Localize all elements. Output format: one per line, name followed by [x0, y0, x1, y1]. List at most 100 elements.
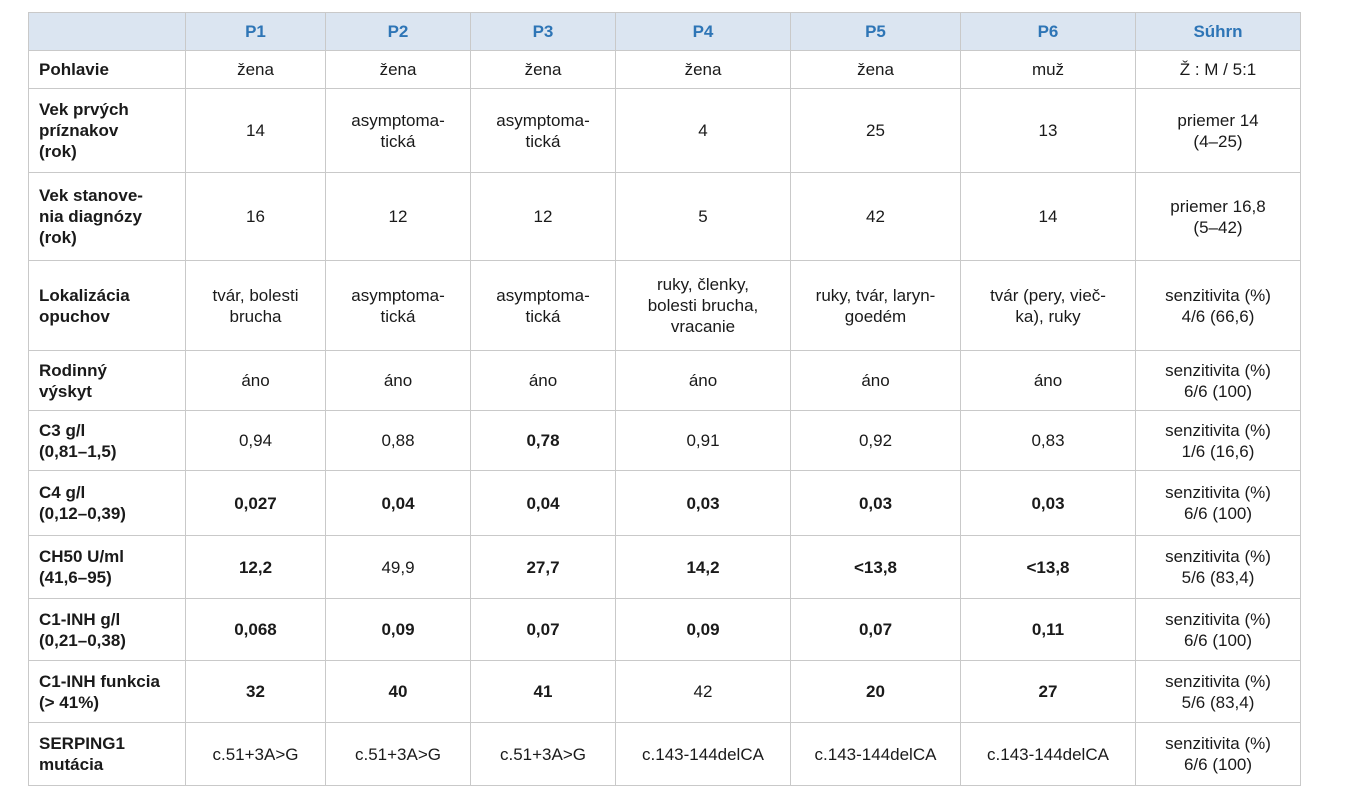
table-row: C1-INH funkcia (> 41%) 32 40 41 42 20 27 senzit… — [28, 660, 1301, 723]
table-cell: c.51+3A>G — [325, 722, 471, 786]
table-cell: 0,07 — [470, 598, 616, 661]
table-cell: áno — [325, 350, 471, 411]
row-label: Pohlavie — [28, 50, 186, 89]
table-cell: 0,03 — [615, 470, 791, 536]
table-cell: áno — [960, 350, 1136, 411]
table-row: SERPING1 mutácia c.51+3A>G c.51+3A>G c.51+3… — [28, 722, 1301, 786]
table-row: CH50 U/ml (41,6–95) 12,2 49,9 27,7 14,2 <13,8… — [28, 535, 1301, 599]
table-cell: 0,11 — [960, 598, 1136, 661]
table-cell: áno — [185, 350, 326, 411]
table-row: Pohlavie žena žena žena žena žena muž Ž : M / 5… — [28, 50, 1301, 89]
table-cell: c.51+3A>G — [470, 722, 616, 786]
table-cell: muž — [960, 50, 1136, 89]
table-cell: c.143-144delCA — [790, 722, 961, 786]
table-cell: c.143-144delCA — [615, 722, 791, 786]
table-cell: 32 — [185, 660, 326, 723]
summary-cell: senzitivita (%) 5/6 (83,4) — [1135, 535, 1301, 599]
table-cell: 0,03 — [960, 470, 1136, 536]
data-table: P1 P2 P3 P4 P5 P6 Súhrn Pohlavie žena žena žena že… — [28, 12, 1301, 786]
table-cell: 27,7 — [470, 535, 616, 599]
table-cell: žena — [470, 50, 616, 89]
table-cell: 49,9 — [325, 535, 471, 599]
column-header: P2 — [325, 12, 471, 51]
table-row: C3 g/l (0,81–1,5) 0,94 0,88 0,78 0,91 0,92 0,8… — [28, 410, 1301, 471]
table-cell: asymptoma- tická — [470, 260, 616, 351]
table-cell: 14,2 — [615, 535, 791, 599]
table-cell: asymptoma- tická — [470, 88, 616, 173]
column-header: P6 — [960, 12, 1136, 51]
table-cell: 0,03 — [790, 470, 961, 536]
table-cell: áno — [615, 350, 791, 411]
table-cell: 0,78 — [470, 410, 616, 471]
row-label: SERPING1 mutácia — [28, 722, 186, 786]
table-cell: 14 — [185, 88, 326, 173]
table-cell: <13,8 — [790, 535, 961, 599]
table-cell: 0,09 — [615, 598, 791, 661]
table-cell: 20 — [790, 660, 961, 723]
table-cell: tvár (pery, vieč- ka), ruky — [960, 260, 1136, 351]
row-label: CH50 U/ml (41,6–95) — [28, 535, 186, 599]
summary-cell: senzitivita (%) 6/6 (100) — [1135, 722, 1301, 786]
table-cell: 0,88 — [325, 410, 471, 471]
table-cell: žena — [615, 50, 791, 89]
table-cell: 42 — [790, 172, 961, 261]
table-cell: 41 — [470, 660, 616, 723]
row-label: Rodinný výskyt — [28, 350, 186, 411]
summary-cell: senzitivita (%) 4/6 (66,6) — [1135, 260, 1301, 351]
table-row: Vek prvých príznakov (rok) 14 asymptoma- t… — [28, 88, 1301, 173]
summary-cell: Ž : M / 5:1 — [1135, 50, 1301, 89]
table-row: C4 g/l (0,12–0,39) 0,027 0,04 0,04 0,03 0,03 0… — [28, 470, 1301, 536]
corner-cell — [28, 12, 186, 51]
table-cell: 12 — [470, 172, 616, 261]
table-row: C1-INH g/l (0,21–0,38) 0,068 0,09 0,07 0,09 0… — [28, 598, 1301, 661]
row-label: Vek prvých príznakov (rok) — [28, 88, 186, 173]
table-cell: tvár, bolesti brucha — [185, 260, 326, 351]
table-cell: áno — [790, 350, 961, 411]
row-label: C4 g/l (0,12–0,39) — [28, 470, 186, 536]
table-cell: c.143-144delCA — [960, 722, 1136, 786]
summary-cell: senzitivita (%) 6/6 (100) — [1135, 598, 1301, 661]
table-cell: 4 — [615, 88, 791, 173]
table-cell: 12,2 — [185, 535, 326, 599]
column-header: P1 — [185, 12, 326, 51]
header-row: P1 P2 P3 P4 P5 P6 Súhrn — [28, 12, 1301, 51]
table-row: Lokalizácia opuchov tvár, bolesti brucha a… — [28, 260, 1301, 351]
table-cell: 0,91 — [615, 410, 791, 471]
table-cell: 0,83 — [960, 410, 1136, 471]
column-header: P5 — [790, 12, 961, 51]
table-cell: 0,068 — [185, 598, 326, 661]
summary-cell: priemer 16,8 (5–42) — [1135, 172, 1301, 261]
table-cell: 12 — [325, 172, 471, 261]
summary-cell: priemer 14 (4–25) — [1135, 88, 1301, 173]
row-label: C1-INH g/l (0,21–0,38) — [28, 598, 186, 661]
summary-cell: senzitivita (%) 5/6 (83,4) — [1135, 660, 1301, 723]
table-cell: 27 — [960, 660, 1136, 723]
table-cell: 5 — [615, 172, 791, 261]
table-cell: žena — [185, 50, 326, 89]
column-header: Súhrn — [1135, 12, 1301, 51]
table-cell: asymptoma- tická — [325, 260, 471, 351]
table-cell: <13,8 — [960, 535, 1136, 599]
table-cell: ruky, členky, bolesti brucha, vracanie — [615, 260, 791, 351]
table-cell: 16 — [185, 172, 326, 261]
row-label: C3 g/l (0,81–1,5) — [28, 410, 186, 471]
table-cell: asymptoma- tická — [325, 88, 471, 173]
table-cell: 0,09 — [325, 598, 471, 661]
table-cell: c.51+3A>G — [185, 722, 326, 786]
table-cell: 0,94 — [185, 410, 326, 471]
table-body: Pohlavie žena žena žena žena žena muž Ž : M / 5… — [28, 50, 1301, 786]
column-header: P4 — [615, 12, 791, 51]
table-cell: žena — [325, 50, 471, 89]
table-cell: 25 — [790, 88, 961, 173]
table-cell: 14 — [960, 172, 1136, 261]
row-label: Vek stanove- nia diagnózy (rok) — [28, 172, 186, 261]
table-cell: 40 — [325, 660, 471, 723]
table-cell: 0,04 — [325, 470, 471, 536]
table-cell: áno — [470, 350, 616, 411]
summary-cell: senzitivita (%) 1/6 (16,6) — [1135, 410, 1301, 471]
table-cell: ruky, tvár, laryn- goedém — [790, 260, 961, 351]
table-cell: 0,07 — [790, 598, 961, 661]
table-cell: 0,92 — [790, 410, 961, 471]
